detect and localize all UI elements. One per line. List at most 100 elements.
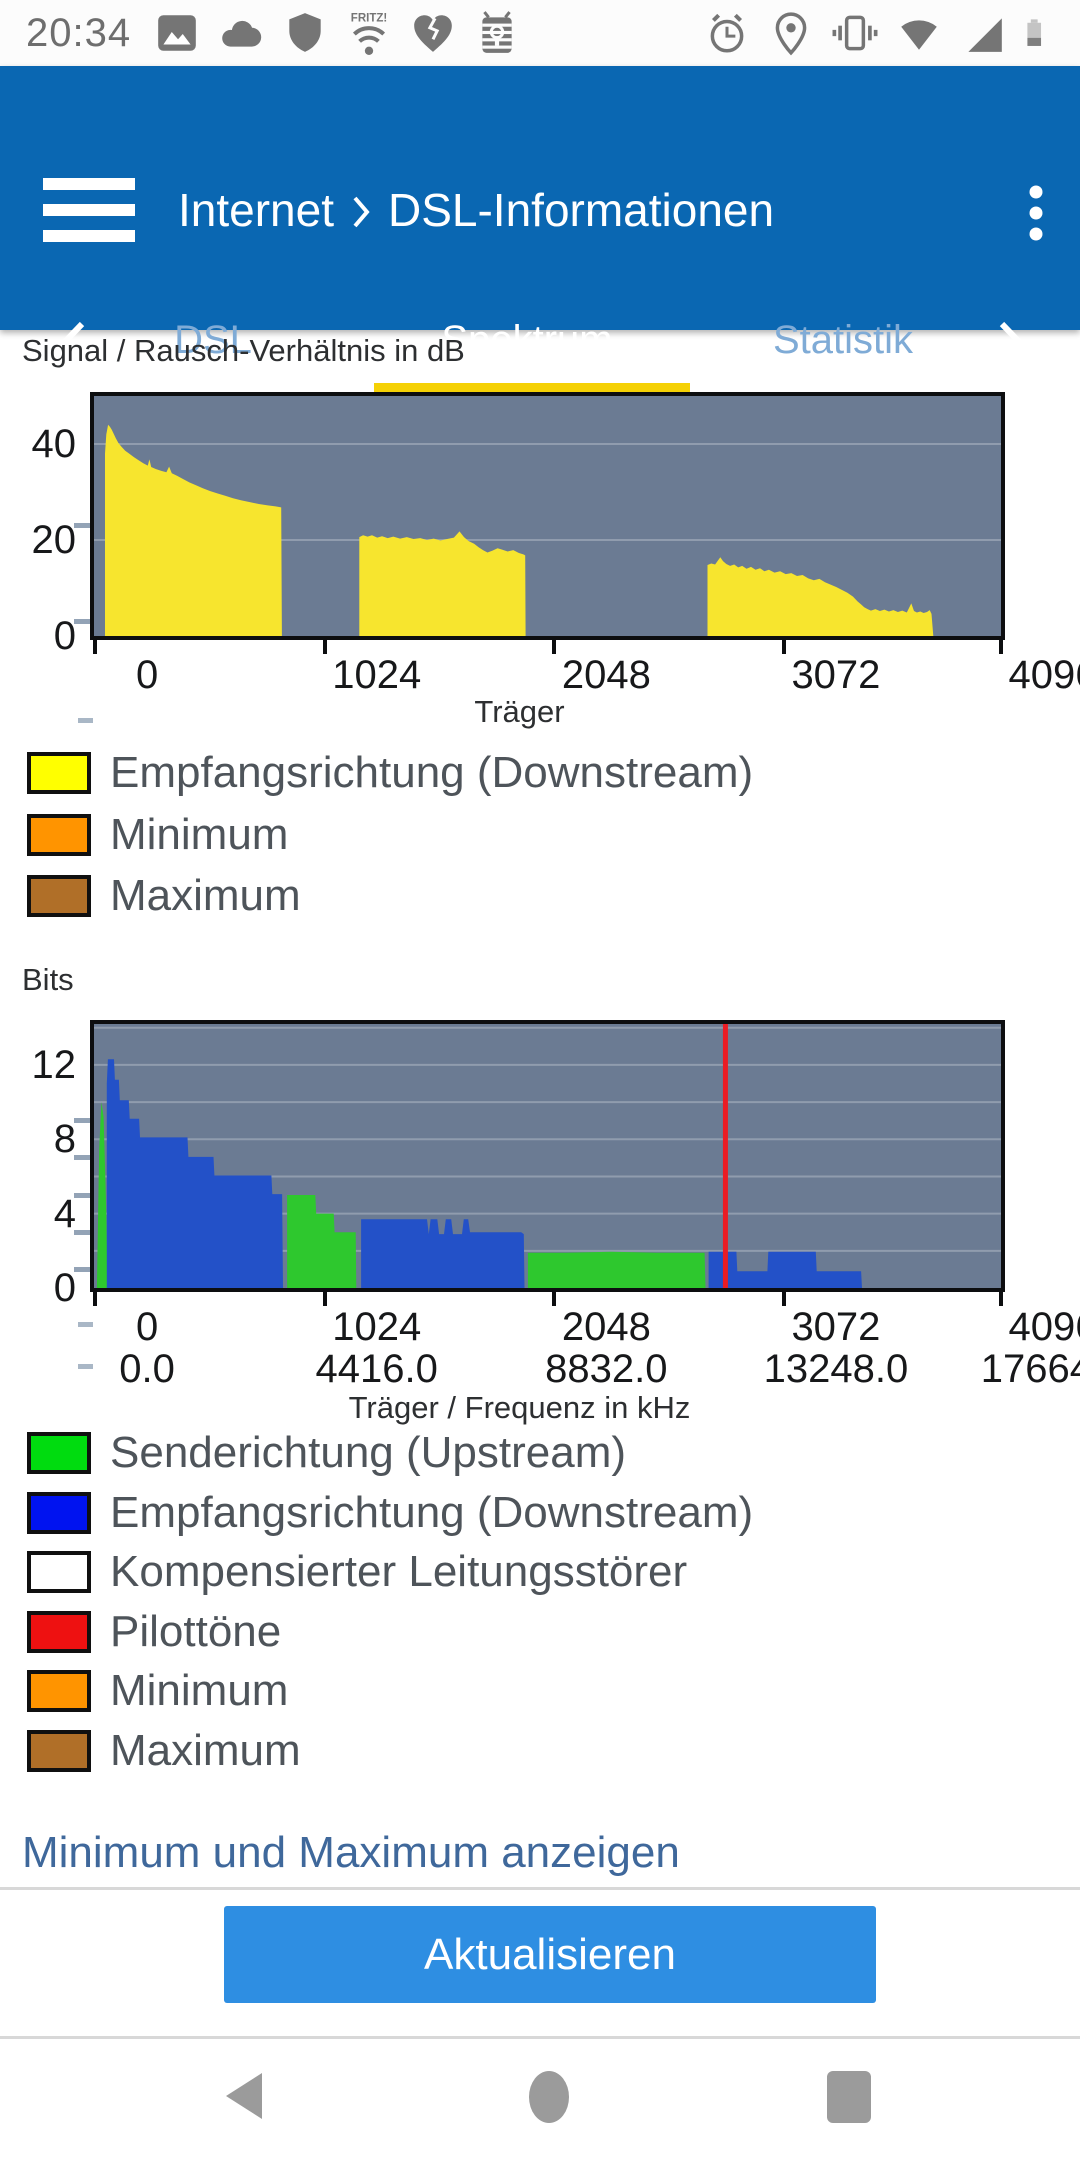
x-tick-label: 1024 [332, 1305, 422, 1349]
bits-chart-plot [90, 1020, 1005, 1292]
x-axis-caption: Träger [474, 694, 565, 729]
x-axis-tick [781, 1292, 786, 1306]
android-nav-bar [0, 2039, 1080, 2160]
tab-spektrum[interactable]: Spektrum [441, 318, 613, 362]
x-axis-tick [322, 1292, 327, 1306]
x-axis-tick [781, 640, 786, 654]
legend-swatch [27, 813, 91, 856]
overflow-menu-button[interactable] [1014, 182, 1058, 246]
nav-back-icon[interactable] [222, 2072, 266, 2120]
breadcrumb-parent[interactable]: Internet [178, 184, 334, 236]
snr-chart-plot [90, 392, 1005, 640]
x-axis-tick [552, 1292, 557, 1306]
screenshot-icon [158, 15, 196, 51]
x-tick-label: 4416.0 [315, 1347, 438, 1391]
legend-swatch [27, 1729, 91, 1772]
legend-label: Empfangsrichtung (Downstream) [110, 748, 754, 797]
x-axis-tick [322, 640, 327, 654]
legend-swatch [27, 875, 91, 917]
legend-swatch [27, 1432, 91, 1474]
x-tick-label: 4096 [1008, 1305, 1080, 1349]
clock-time: 20:34 [26, 10, 132, 55]
y-axis-label: 0 [53, 614, 76, 658]
y-axis-label: 12 [31, 1042, 77, 1087]
legend-swatch [27, 1670, 91, 1712]
y-axis-label: 4 [53, 1191, 76, 1236]
x-axis-caption: Träger / Frequenz in kHz [348, 1390, 691, 1425]
tabs-scroll-left-icon[interactable] [50, 320, 90, 378]
location-icon [768, 10, 814, 56]
legend-item: Pilottöne [27, 1607, 281, 1657]
legend-swatch [27, 752, 91, 794]
nav-recents-icon[interactable] [826, 2070, 872, 2124]
y-minor-tick [74, 1266, 90, 1272]
x-tick-label: 1024 [332, 653, 422, 697]
x-tick-label: 0.0 [119, 1347, 175, 1391]
show-min-max-link[interactable]: Minimum und Maximum anzeigen [22, 1828, 680, 1877]
signal-icon [968, 18, 1002, 52]
cloud-icon [222, 20, 262, 47]
legend-item: Empfangsrichtung (Downstream) [27, 748, 753, 798]
y-minor-tick [74, 523, 90, 529]
axis-placeholder-dash [78, 1364, 93, 1369]
y-minor-tick [74, 1229, 90, 1235]
x-axis-tick [93, 1292, 98, 1306]
y-minor-tick [74, 1118, 90, 1124]
x-tick-label: 0 [135, 653, 159, 697]
series-band [287, 1195, 357, 1288]
system-status-icons [704, 10, 1054, 56]
y-axis-label: 8 [53, 1117, 76, 1162]
legend-label: Minimum [110, 1666, 289, 1715]
legend-swatch [27, 1491, 91, 1534]
legend-label: Maximum [110, 1725, 301, 1775]
x-axis-tick [93, 640, 98, 654]
series-band [359, 531, 526, 636]
battery-icon [1027, 19, 1042, 46]
series-band [708, 1251, 862, 1288]
legend-item: Senderichtung (Upstream) [27, 1428, 626, 1478]
alarm-icon [704, 10, 750, 56]
tab-dsl[interactable]: DSL [174, 318, 252, 362]
nav-home-icon[interactable] [528, 2070, 570, 2124]
legend-item: Maximum [27, 871, 301, 921]
x-tick-label: 13248.0 [763, 1347, 909, 1391]
series-band [105, 424, 282, 636]
legend-item: Kompensierter Leitungsstörer [27, 1547, 687, 1597]
heart-icon [414, 15, 452, 52]
x-tick-label: 8832.0 [545, 1347, 668, 1391]
legend-item: Minimum [27, 1666, 288, 1716]
y-minor-tick [74, 619, 90, 625]
y-axis-label: 0 [53, 1266, 76, 1310]
y-axis-label: 40 [31, 422, 77, 466]
chevron-right-icon [353, 196, 370, 228]
refresh-button[interactable]: Aktualisieren [224, 1906, 876, 2003]
tab-statistik[interactable]: Statistik [772, 318, 914, 362]
menu-button[interactable] [43, 178, 135, 242]
x-axis-tick [999, 1292, 1003, 1306]
app-header: Internet DSL-Informationen DSL Spektrum … [0, 66, 1080, 392]
status-bar: 20:34 FRITZ! [0, 0, 1080, 66]
legend-label: Pilottöne [110, 1606, 282, 1656]
fritz-wifi-icon: FRITZ! [351, 13, 387, 55]
legend-item: Maximum [27, 1726, 301, 1776]
x-tick-label: 2048 [561, 1305, 651, 1349]
legend-label: Kompensierter Leitungsstörer [110, 1547, 688, 1596]
legend-swatch [27, 1610, 91, 1653]
bits-chart-title: Bits [22, 962, 74, 997]
svg-text:FRITZ!: FRITZ! [351, 13, 387, 25]
lock-icon [482, 10, 512, 53]
vibrate-icon [832, 10, 878, 56]
shield-icon [289, 13, 321, 52]
kebab-icon [1029, 185, 1043, 241]
legend-item: Minimum [27, 810, 288, 860]
x-tick-label: 0 [135, 1305, 159, 1349]
x-tick-label: 3072 [791, 1305, 881, 1349]
y-minor-tick [74, 1155, 90, 1161]
x-tick-label: 17664.0 [980, 1347, 1080, 1391]
breadcrumb: Internet DSL-Informationen [178, 182, 774, 238]
divider [0, 2036, 1080, 2039]
snr-chart-canvas [94, 396, 1001, 636]
legend-label: Empfangsrichtung (Downstream) [110, 1487, 754, 1537]
tabs-scroll-right-icon[interactable] [994, 320, 1034, 378]
